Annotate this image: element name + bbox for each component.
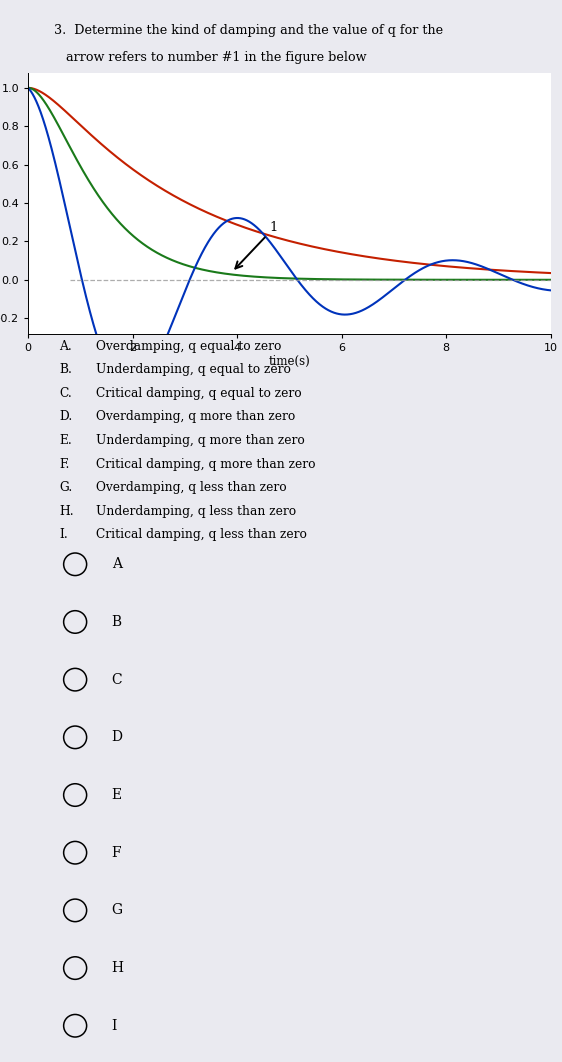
- Text: G.: G.: [60, 481, 72, 494]
- Text: Overdamping, q less than zero: Overdamping, q less than zero: [96, 481, 287, 494]
- Text: 1: 1: [235, 222, 278, 269]
- Text: Overdamping, q more than zero: Overdamping, q more than zero: [96, 410, 295, 424]
- Text: D: D: [112, 731, 123, 744]
- X-axis label: time(s): time(s): [269, 356, 310, 369]
- Text: arrow refers to number #1 in the figure below: arrow refers to number #1 in the figure …: [54, 51, 367, 64]
- Text: Underdamping, q equal to zero: Underdamping, q equal to zero: [96, 363, 291, 376]
- Text: G: G: [112, 904, 123, 918]
- Text: A.: A.: [60, 340, 72, 353]
- Text: F.: F.: [60, 458, 70, 470]
- Text: D.: D.: [60, 410, 72, 424]
- Text: B.: B.: [60, 363, 72, 376]
- Text: H.: H.: [60, 504, 74, 518]
- Text: H: H: [112, 961, 124, 975]
- Text: A: A: [112, 558, 122, 571]
- Text: B: B: [112, 615, 122, 629]
- Text: Underdamping, q less than zero: Underdamping, q less than zero: [96, 504, 296, 518]
- Text: E.: E.: [60, 434, 72, 447]
- Text: Critical damping, q equal to zero: Critical damping, q equal to zero: [96, 387, 302, 400]
- Text: C.: C.: [60, 387, 72, 400]
- Text: F: F: [112, 845, 121, 860]
- Text: 3.  Determine the kind of damping and the value of q for the: 3. Determine the kind of damping and the…: [54, 23, 443, 37]
- Text: I: I: [112, 1018, 117, 1032]
- Text: C: C: [112, 672, 123, 687]
- Text: Critical damping, q less than zero: Critical damping, q less than zero: [96, 529, 307, 542]
- Text: Underdamping, q more than zero: Underdamping, q more than zero: [96, 434, 305, 447]
- Text: E: E: [112, 788, 122, 802]
- Text: Critical damping, q more than zero: Critical damping, q more than zero: [96, 458, 315, 470]
- Text: Overdamping, q equal to zero: Overdamping, q equal to zero: [96, 340, 282, 353]
- Text: I.: I.: [60, 529, 68, 542]
